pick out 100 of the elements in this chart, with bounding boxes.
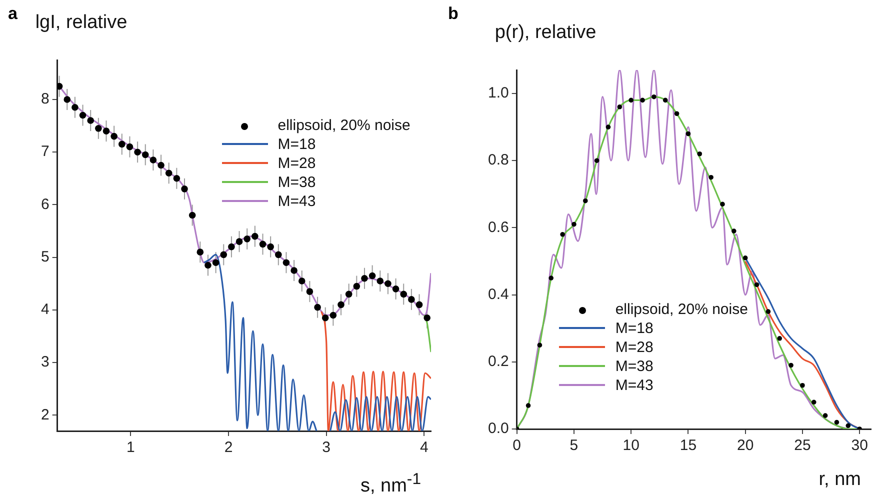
point	[236, 238, 243, 245]
point	[134, 148, 141, 156]
legend-label: M=43	[278, 192, 316, 211]
point	[526, 403, 531, 408]
point	[754, 282, 760, 288]
y-tick-label: 3	[41, 354, 50, 371]
point	[64, 96, 71, 103]
point	[244, 236, 251, 242]
point	[126, 143, 134, 150]
point	[158, 162, 164, 169]
point	[686, 131, 691, 136]
point	[617, 104, 622, 110]
point	[424, 314, 430, 322]
point	[674, 111, 680, 116]
point	[400, 290, 408, 298]
legend-label: ellipsoid, 20% noise	[278, 116, 410, 135]
point	[204, 262, 212, 269]
point	[338, 301, 344, 308]
point	[118, 140, 126, 148]
x-tick-label: 20	[736, 437, 754, 454]
point	[196, 248, 204, 256]
y-tick-label: 1.0	[488, 84, 509, 102]
point	[87, 117, 94, 124]
point	[572, 222, 576, 227]
point	[732, 228, 736, 234]
y-tick-label: 6	[41, 196, 50, 213]
point	[252, 232, 258, 240]
point	[606, 124, 611, 130]
point	[57, 82, 63, 90]
point	[282, 259, 290, 266]
point	[720, 202, 725, 207]
point	[582, 198, 588, 204]
y-tick-label: 0.4	[488, 286, 509, 303]
point	[392, 286, 400, 292]
legend-label: M=38	[615, 356, 654, 376]
point	[368, 272, 376, 280]
legend-label: M=28	[278, 154, 316, 173]
point	[188, 212, 196, 219]
x-tick-label: 0	[512, 437, 522, 454]
x-tick-label: 3	[322, 439, 331, 456]
legend-label: M=18	[278, 134, 316, 154]
point	[314, 304, 321, 311]
point	[173, 175, 180, 182]
point	[212, 259, 220, 266]
point	[150, 156, 157, 164]
point	[181, 186, 188, 192]
x-tick-label: 2	[224, 439, 233, 456]
point	[322, 314, 329, 322]
point	[290, 267, 298, 274]
x-tick-label: 5	[570, 437, 578, 454]
point	[384, 280, 392, 288]
point	[330, 312, 337, 319]
x-tick-label: 10	[622, 437, 640, 454]
text: b	[448, 4, 458, 24]
point	[662, 98, 668, 103]
point	[361, 274, 368, 282]
text: a	[8, 4, 18, 24]
point	[697, 151, 702, 156]
point	[142, 151, 149, 158]
point	[228, 243, 235, 250]
point	[766, 309, 771, 314]
y-tick-label: 0.0	[488, 420, 509, 438]
y-tick-label: 0.2	[488, 353, 509, 370]
point	[708, 174, 714, 180]
y-tick-label: 4	[41, 301, 50, 318]
point	[102, 128, 110, 134]
point	[79, 112, 86, 119]
point	[95, 125, 102, 132]
point	[267, 243, 274, 250]
point	[298, 278, 306, 284]
x-axis-title: s, nm$^{-1}$	[360, 471, 421, 498]
point	[788, 362, 794, 368]
legend-label: ellipsoid, 20% noise	[615, 300, 748, 319]
point	[640, 98, 645, 103]
x-tick-label: 30	[851, 437, 868, 454]
point	[345, 290, 352, 298]
point	[548, 276, 554, 280]
point	[306, 288, 314, 295]
point	[811, 400, 816, 405]
point	[800, 382, 805, 388]
y-tick-label: 0.8	[488, 152, 509, 169]
y-tick-label: 2	[41, 406, 50, 424]
point	[652, 94, 656, 100]
point	[165, 170, 172, 177]
point	[742, 255, 748, 260]
point	[777, 336, 782, 341]
x-tick-label: 1	[126, 439, 135, 456]
y-axis-title: lgI, relative	[35, 12, 128, 34]
point	[834, 420, 840, 425]
y-tick-label: 0.6	[488, 218, 509, 236]
x-tick-label: 4	[420, 439, 428, 456]
y-axis-title: p(r), relative	[494, 22, 596, 44]
point	[408, 296, 415, 303]
y-tick-label: 7	[41, 143, 50, 160]
x-axis-title: r, nm	[818, 469, 861, 491]
point	[628, 98, 634, 103]
point	[110, 132, 118, 140]
point	[376, 278, 384, 284]
point	[259, 240, 266, 248]
legend-label: M=43	[615, 376, 654, 395]
